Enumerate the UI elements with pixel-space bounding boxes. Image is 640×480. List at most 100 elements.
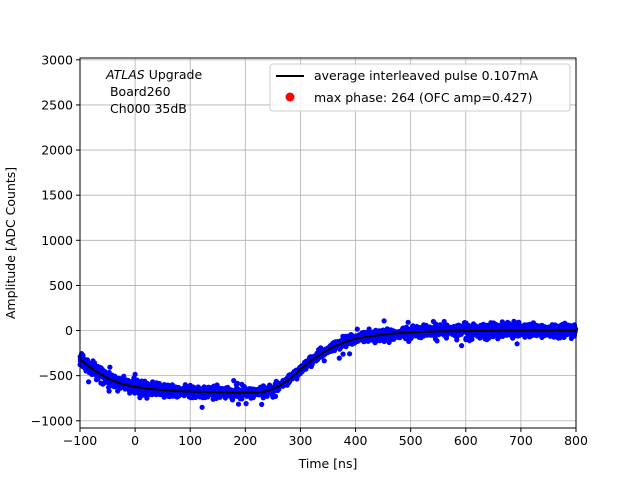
x-tick-label: 200 (233, 433, 257, 448)
sample-point (385, 327, 392, 333)
sample-point (441, 326, 448, 332)
sample-point (514, 341, 520, 347)
sample-point (568, 335, 575, 341)
sample-point (210, 396, 216, 402)
sample-point (511, 325, 517, 331)
legend: average interleaved pulse 0.107mA max ph… (269, 63, 571, 112)
sample-point (565, 331, 571, 337)
x-tick-label: 500 (399, 433, 423, 448)
x-tick-label: 400 (344, 433, 368, 448)
x-tick-label: 600 (454, 433, 478, 448)
sample-point (336, 355, 342, 361)
sample-point (555, 330, 561, 336)
sample-point (347, 351, 353, 357)
y-tick-label: 0 (65, 323, 73, 338)
sample-point (511, 318, 517, 324)
sample-point (459, 343, 465, 349)
sample-point (429, 331, 435, 337)
sample-point (469, 323, 475, 329)
sample-point (269, 392, 276, 398)
sample-point (500, 333, 506, 339)
atlas-annotation: ATLAS Upgrade Board260 Ch000 35dB (105, 67, 202, 116)
x-tick-label: 800 (564, 433, 588, 448)
sample-point (112, 384, 118, 390)
sample-point (248, 387, 254, 393)
y-tick-label: 3000 (41, 52, 73, 67)
sample-point (495, 336, 501, 342)
sample-point (165, 393, 171, 399)
sample-point (321, 358, 327, 364)
sample-point (538, 332, 544, 338)
sample-point (379, 337, 385, 343)
sample-point (214, 382, 220, 388)
sample-point (374, 337, 380, 343)
legend-label-max-phase: max phase: 264 (OFC amp=0.427) (314, 90, 532, 105)
sample-point (410, 325, 416, 332)
sample-point (144, 395, 150, 401)
sample-point (156, 380, 162, 387)
sample-point (229, 397, 236, 403)
y-axis-ticks: −1000 −500 0 500 1000 1500 2000 2500 3000 (31, 52, 80, 428)
legend-marker-max-phase (285, 92, 295, 102)
sample-point (86, 379, 92, 385)
x-tick-label: 100 (178, 433, 202, 448)
annotation-upgrade: Upgrade (145, 67, 203, 82)
sample-point (260, 395, 266, 401)
sample-point (109, 372, 115, 378)
x-tick-label: 700 (509, 433, 533, 448)
annotation-atlas: ATLAS (105, 67, 145, 82)
sample-point (421, 324, 427, 331)
sample-point (146, 391, 152, 397)
sample-point (131, 381, 137, 387)
x-tick-label: 300 (289, 433, 313, 448)
average-pulse-line-group (79, 329, 576, 394)
sample-point (448, 324, 454, 331)
sample-point (468, 333, 474, 339)
sample-point (228, 392, 235, 398)
sample-point (533, 330, 539, 336)
plot-frame (79, 57, 577, 429)
sample-point (557, 324, 563, 331)
x-axis-ticks: −100 0 100 200 300 400 500 600 700 800 (63, 428, 588, 448)
sample-point (82, 364, 88, 370)
y-axis-label: Amplitude [ADC Counts] (3, 167, 18, 319)
y-tick-label: 500 (49, 278, 73, 293)
sample-point (150, 379, 156, 385)
sample-point (173, 384, 179, 390)
sample-point (490, 320, 497, 326)
sample-point (562, 320, 568, 326)
sample-point (119, 384, 125, 390)
sample-point (201, 384, 207, 390)
y-tick-label: 1500 (41, 188, 73, 203)
sample-point (124, 379, 131, 385)
sample-point (417, 324, 423, 331)
sample-point (400, 326, 406, 333)
sample-point (243, 401, 249, 407)
y-tick-label: 1000 (41, 233, 73, 248)
sample-point (199, 404, 205, 410)
y-tick-label: −1000 (31, 413, 73, 428)
sample-point (231, 378, 237, 384)
sample-point (222, 395, 228, 401)
sample-point (454, 337, 460, 343)
sample-point (504, 332, 510, 338)
sample-point (405, 319, 411, 325)
sample-point (442, 333, 448, 339)
sample-point (541, 324, 547, 330)
sample-point (560, 330, 566, 337)
sample-point (137, 395, 143, 401)
sample-point (183, 384, 189, 391)
average-pulse-line (79, 329, 576, 394)
legend-label-average-pulse: average interleaved pulse 0.107mA (314, 68, 539, 83)
sample-point (480, 323, 486, 329)
sample-point (458, 331, 464, 337)
y-tick-label: −500 (39, 368, 73, 383)
sample-point (520, 323, 527, 329)
annotation-line-1: ATLAS Upgrade (105, 67, 202, 82)
sample-point (235, 401, 242, 407)
sample-point (190, 395, 196, 401)
sample-point (425, 332, 431, 338)
sample-point (452, 333, 458, 339)
annotation-line-2: Board260 (106, 84, 171, 99)
sample-point (177, 391, 183, 397)
